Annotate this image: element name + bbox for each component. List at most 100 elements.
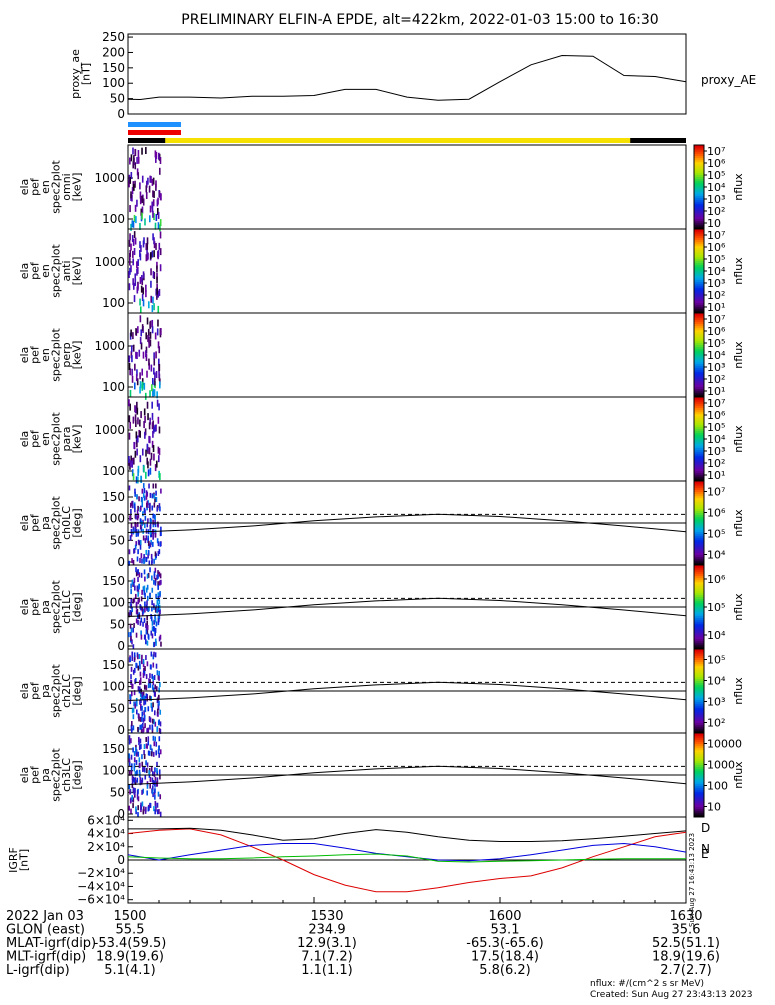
spectrogram-pixel — [157, 581, 159, 587]
spectrogram-pixel — [145, 528, 148, 534]
colorbar-cell — [694, 367, 704, 371]
spectrogram-pixel — [151, 440, 154, 448]
colorbar-cell — [694, 168, 704, 171]
spectrogram-pixel — [152, 654, 155, 660]
spectrogram-pixel — [149, 679, 151, 685]
spectrogram-pixel — [158, 599, 161, 605]
colorbar-cell — [694, 397, 704, 400]
spectrogram-pixel — [138, 584, 140, 590]
spectrogram-pixel — [149, 339, 152, 347]
spectrogram-pixel — [153, 674, 156, 680]
colorbar-cell — [694, 346, 704, 350]
spectrogram-pixel — [145, 490, 148, 496]
colorbar-cell — [694, 436, 704, 440]
spectrogram-pixel — [146, 505, 148, 511]
colorbar-cell — [694, 399, 704, 402]
spectrogram-pixel — [156, 670, 159, 676]
spectrogram-pixel — [145, 147, 147, 155]
spectrogram-pixel — [147, 334, 149, 342]
spectrogram-pixel — [143, 667, 145, 673]
colorbar-cell — [694, 781, 704, 784]
spectrogram-pixel — [148, 185, 151, 193]
spectrogram-pixel — [131, 651, 134, 657]
spectrogram-pixel — [158, 727, 161, 733]
spectrogram-pixel — [153, 213, 155, 221]
colorbar-cell — [694, 380, 704, 383]
spectrogram-pixel — [135, 618, 138, 624]
colorbar-cell — [694, 789, 704, 793]
colorbar-cell — [694, 210, 704, 213]
colorbar-cell — [694, 363, 704, 366]
spectrogram-pixel — [156, 207, 159, 215]
spectrogram-pixel — [159, 774, 161, 780]
spectrogram-pixel — [137, 259, 139, 267]
spectrogram-pixel — [133, 766, 136, 772]
spectrogram-pixel — [143, 558, 145, 564]
spectrogram-pixel — [134, 507, 136, 513]
spectrogram-pixel — [151, 626, 154, 632]
colorbar-tick-label: 10⁷ — [707, 229, 725, 242]
spectrogram-pixel — [147, 469, 150, 477]
spectrogram-pixel — [143, 237, 145, 245]
igrf-series-D — [127, 828, 687, 893]
spectrogram-pixel — [151, 606, 153, 612]
spectrogram-pixel — [154, 652, 157, 658]
spectrogram-pixel — [130, 154, 133, 162]
spectrogram-pixel — [159, 609, 161, 615]
footer-note-created: Created: Sun Aug 27 23:43:13 2023 — [590, 990, 752, 1000]
spectrogram-pixel — [141, 206, 144, 214]
spectrogram-pixel — [134, 488, 136, 494]
colorbar-cell — [694, 594, 704, 597]
spectrogram-pixel — [147, 537, 149, 543]
spectrogram-pixel — [146, 573, 149, 579]
spectrogram-pixel — [135, 571, 138, 577]
panel-ch2LC-tick-label: 150 — [102, 658, 125, 672]
colorbar-cell — [694, 420, 704, 423]
spectrogram-pixel — [146, 768, 148, 774]
colorbar-cell — [694, 506, 704, 509]
spectrogram-pixel — [152, 426, 155, 434]
colorbar-cell — [694, 161, 704, 165]
spectrogram-pixel — [145, 471, 147, 479]
colorbar-cell — [694, 621, 704, 625]
spectrogram-pixel — [136, 790, 139, 796]
spectrogram-pixel — [132, 644, 135, 650]
spectrogram-pixel — [134, 148, 136, 156]
spectrogram-pixel — [140, 630, 142, 636]
spectrogram-pixel — [152, 735, 155, 741]
colorbar-cell — [694, 470, 704, 474]
panel-ch3LC-ylabel-line: spec2plot — [49, 748, 62, 802]
panel-anti-ylabel-line: en — [39, 264, 52, 278]
spectrogram-pixel — [158, 448, 161, 456]
spectrogram-pixel — [149, 175, 151, 183]
spectrogram-pixel — [144, 607, 146, 613]
spectrogram-pixel — [134, 491, 136, 497]
spectrogram-pixel — [136, 407, 139, 415]
spectrogram-pixel — [148, 301, 150, 309]
colorbar-cell — [694, 327, 704, 331]
spectrogram-pixel — [134, 544, 137, 550]
spectrogram-pixel — [131, 795, 133, 801]
spectrogram-pixel — [131, 691, 133, 697]
spectrogram-pixel — [152, 676, 154, 682]
spectrogram-pixel — [150, 175, 152, 183]
spectrogram-pixel — [129, 267, 131, 275]
spectrogram-pixel — [132, 803, 134, 809]
spectrogram-pixel — [139, 197, 142, 205]
spectrogram-pixel — [146, 248, 148, 256]
spectrogram-pixel — [145, 502, 148, 508]
spectrogram-pixel — [134, 273, 137, 281]
proxy-ae-legend: proxy_AE — [701, 73, 756, 87]
spectrogram-pixel — [149, 802, 151, 808]
spectrogram-pixel — [146, 629, 149, 635]
colorbar-tick-label: 10⁵ — [707, 654, 725, 667]
spectrogram-pixel — [145, 557, 148, 563]
spectrogram-pixel — [144, 415, 146, 423]
colorbar-cell — [694, 766, 704, 770]
proxy-ae-ylabel-line: [nT] — [79, 63, 92, 85]
spectrogram-pixel — [133, 777, 136, 783]
spectrogram-pixel — [150, 364, 153, 372]
spectrogram-pixel — [139, 298, 141, 306]
spectrogram-pixel — [159, 381, 161, 389]
colorbar-cell — [694, 703, 704, 707]
